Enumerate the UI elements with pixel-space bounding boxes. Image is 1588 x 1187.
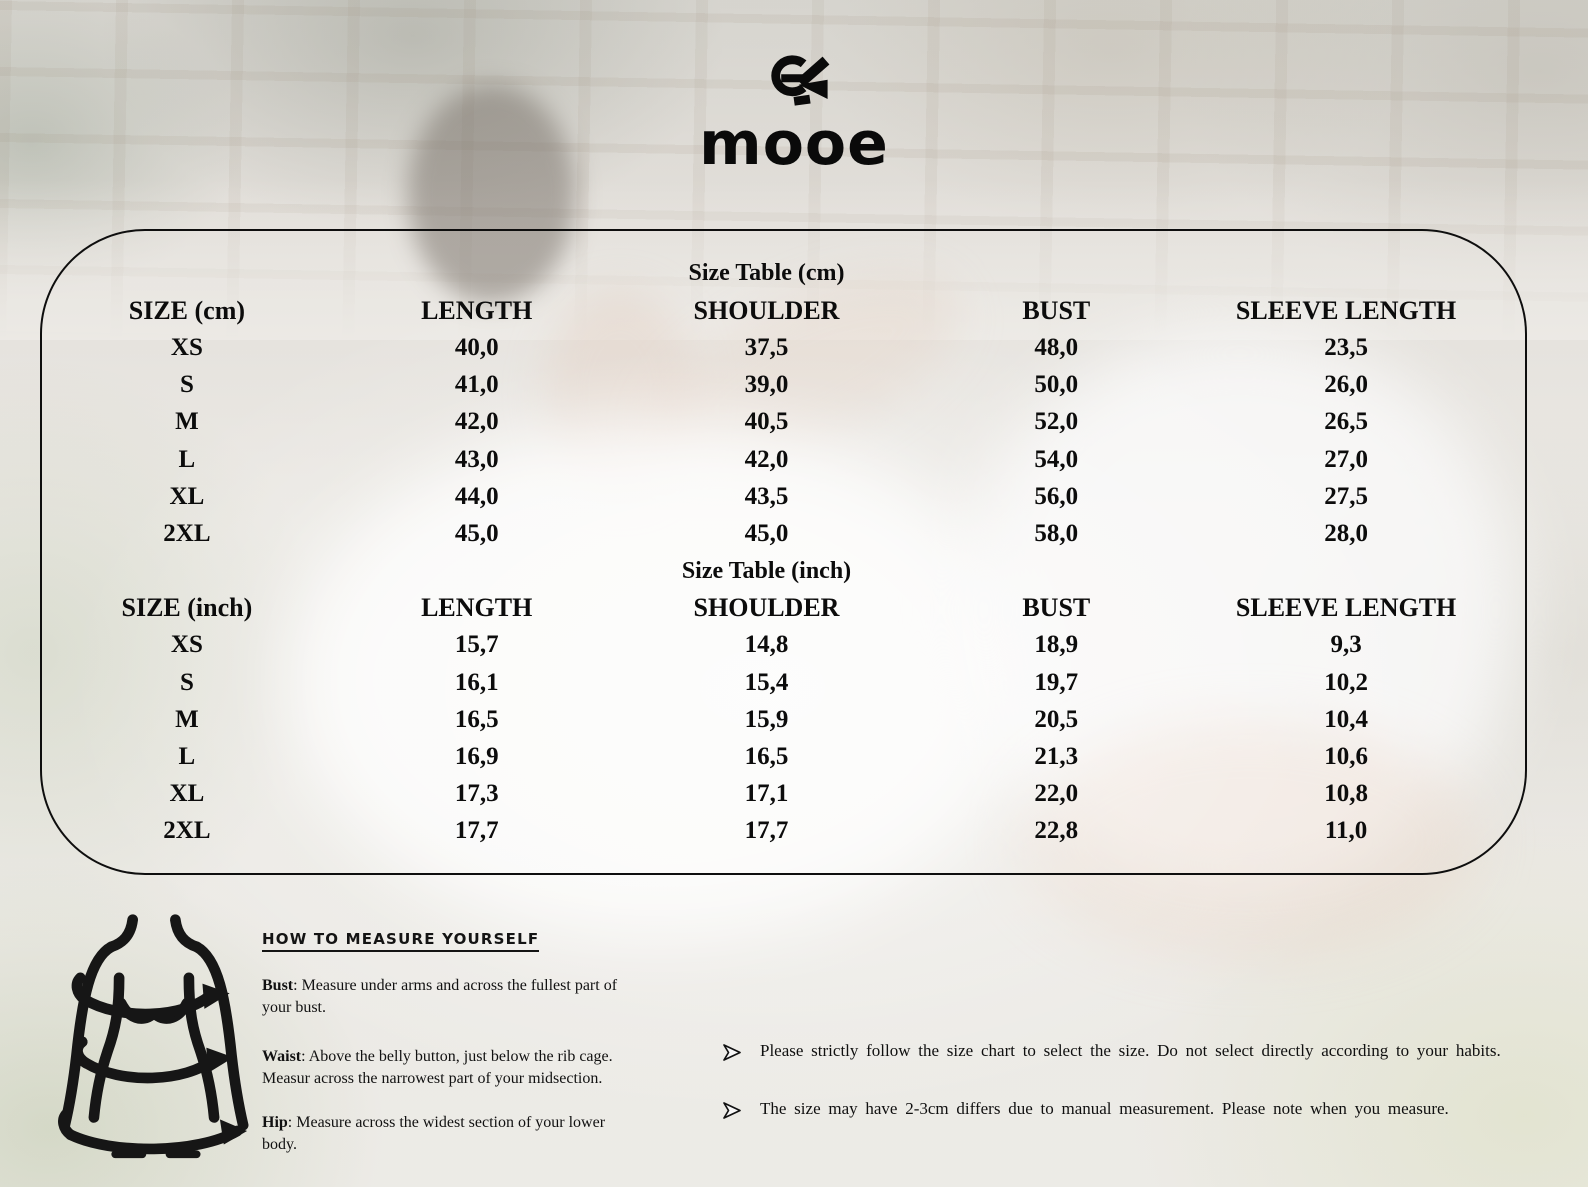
table-cell: 10,2 bbox=[1324, 668, 1368, 696]
table-cell: 26,0 bbox=[1324, 371, 1368, 399]
table-cell: 15,4 bbox=[744, 668, 789, 696]
measure-text: : Above the belly button, just below the… bbox=[262, 1048, 613, 1088]
measure-label: Bust bbox=[262, 977, 294, 994]
table-cell: 10,8 bbox=[1324, 780, 1368, 808]
table-cell: 43,0 bbox=[454, 445, 499, 473]
table-cell: 15,7 bbox=[454, 631, 499, 659]
table-cell: 28,0 bbox=[1324, 519, 1368, 547]
size-label: XS bbox=[170, 631, 203, 659]
table-cell: 9,3 bbox=[1330, 631, 1362, 659]
table-cell: 22,0 bbox=[1034, 780, 1079, 808]
table-cell: 11,0 bbox=[1324, 817, 1368, 845]
table-cell: 41,0 bbox=[454, 371, 499, 399]
table-cell: 20,5 bbox=[1034, 705, 1079, 733]
size-label: S bbox=[179, 668, 194, 696]
table-cell: 43,5 bbox=[744, 482, 789, 510]
measure-item-bust: Bust: Measure under arms and across the … bbox=[262, 975, 634, 1019]
table-cell: 40,5 bbox=[744, 408, 789, 436]
table-cell: 58,0 bbox=[1034, 519, 1079, 547]
table-cell: 52,0 bbox=[1034, 408, 1079, 436]
table-cell: 18,9 bbox=[1034, 631, 1079, 659]
table-cell: 19,7 bbox=[1034, 668, 1079, 696]
size-label: M bbox=[175, 408, 199, 436]
size-table-card: Size Table (cm) SIZE (cm) LENGTH SHOULDE… bbox=[40, 229, 1527, 875]
column-header: SIZE (inch) bbox=[121, 593, 253, 623]
column-header: BUST bbox=[1022, 593, 1091, 623]
size-label: L bbox=[178, 743, 196, 771]
table-cell: 27,5 bbox=[1324, 482, 1368, 510]
size-tables: Size Table (cm) SIZE (cm) LENGTH SHOULDE… bbox=[42, 255, 1491, 850]
table-cell: 22,8 bbox=[1034, 817, 1079, 845]
table-cell: 23,5 bbox=[1324, 333, 1368, 361]
column-header: LENGTH bbox=[421, 295, 533, 325]
table-cell: 16,1 bbox=[454, 668, 499, 696]
table-cell: 56,0 bbox=[1034, 482, 1079, 510]
table-cell: 17,7 bbox=[454, 817, 499, 845]
table-cell: 45,0 bbox=[454, 519, 499, 547]
measure-label: Waist bbox=[262, 1048, 302, 1065]
table-cell: 42,0 bbox=[744, 445, 789, 473]
column-header: SHOULDER bbox=[693, 593, 840, 623]
table-cell: 45,0 bbox=[744, 519, 789, 547]
note-text: Please strictly follow the size chart to… bbox=[760, 1041, 1501, 1060]
column-header: SHOULDER bbox=[693, 295, 840, 325]
table-cell: 44,0 bbox=[454, 482, 499, 510]
table-cell: 10,4 bbox=[1324, 705, 1368, 733]
measure-guide: HOW TO MEASURE YOURSELF Bust: Measure un… bbox=[262, 930, 634, 1153]
body-measure-icon bbox=[58, 914, 249, 1159]
measure-item-waist: Waist: Above the belly button, just belo… bbox=[262, 1046, 634, 1090]
table-cell: 14,8 bbox=[744, 631, 789, 659]
table-cell: 10,6 bbox=[1324, 743, 1368, 771]
size-label: L bbox=[178, 445, 196, 473]
measure-guide-title: HOW TO MEASURE YOURSELF bbox=[262, 930, 540, 952]
table-cell: 16,9 bbox=[454, 743, 499, 771]
table-cell: 15,9 bbox=[744, 705, 789, 733]
table-cell: 40,0 bbox=[454, 333, 499, 361]
note-text: The size may have 2-3cm differs due to m… bbox=[760, 1099, 1449, 1118]
table-cell: 26,5 bbox=[1324, 408, 1368, 436]
table-cell: 54,0 bbox=[1034, 445, 1079, 473]
size-label: 2XL bbox=[163, 519, 211, 547]
column-header: BUST bbox=[1022, 295, 1091, 325]
table-cell: 48,0 bbox=[1034, 333, 1079, 361]
note-item: Please strictly follow the size chart to… bbox=[722, 1040, 1501, 1062]
arrow-bullet-icon bbox=[723, 1102, 741, 1119]
size-label: 2XL bbox=[163, 817, 211, 845]
column-header: LENGTH bbox=[421, 593, 533, 623]
table-cell: 27,0 bbox=[1324, 445, 1368, 473]
table-title-inch: Size Table (inch) bbox=[681, 557, 852, 584]
table-cell: 21,3 bbox=[1034, 743, 1079, 771]
measure-label: Hip bbox=[262, 1114, 288, 1131]
table-cell: 16,5 bbox=[454, 705, 499, 733]
arrow-bullet-icon bbox=[723, 1044, 741, 1061]
table-title-cm: Size Table (cm) bbox=[688, 260, 845, 287]
measure-item-hip: Hip: Measure across the widest section o… bbox=[262, 1112, 634, 1156]
table-cell: 42,0 bbox=[454, 408, 499, 436]
note-item: The size may have 2-3cm differs due to m… bbox=[722, 1098, 1449, 1120]
brand-logo: mooe bbox=[0, 46, 1588, 174]
column-header: SLEEVE LENGTH bbox=[1235, 593, 1457, 623]
measure-text: : Measure under arms and across the full… bbox=[262, 977, 618, 1017]
size-label: XL bbox=[169, 780, 205, 808]
table-cell: 39,0 bbox=[744, 371, 789, 399]
table-cell: 37,5 bbox=[744, 333, 789, 361]
size-label: S bbox=[179, 371, 194, 399]
table-cell: 50,0 bbox=[1034, 371, 1079, 399]
table-cell: 17,7 bbox=[744, 817, 789, 845]
size-label: XS bbox=[170, 333, 203, 361]
brand-name: mooe bbox=[699, 109, 889, 179]
size-label: M bbox=[175, 705, 199, 733]
table-cell: 16,5 bbox=[744, 743, 789, 771]
table-cell: 17,3 bbox=[454, 780, 499, 808]
column-header: SLEEVE LENGTH bbox=[1235, 295, 1457, 325]
brand-mark-icon bbox=[771, 55, 830, 106]
measure-text: : Measure across the widest section of y… bbox=[262, 1114, 606, 1154]
size-label: XL bbox=[169, 482, 205, 510]
table-cell: 17,1 bbox=[744, 780, 789, 808]
column-header: SIZE (cm) bbox=[128, 295, 246, 325]
